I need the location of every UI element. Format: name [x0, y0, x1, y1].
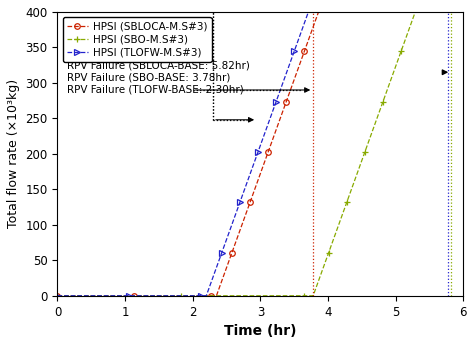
Text: RPV Failure (TLOFW-BASE: 2.30hr): RPV Failure (TLOFW-BASE: 2.30hr): [67, 85, 243, 95]
HPSI (SBLOCA-M.S#3): [312, 21, 318, 25]
HPSI (TLOFW-M.S#3): [296, 35, 302, 39]
Line: HPSI (SBLOCA-M.S#3): HPSI (SBLOCA-M.S#3): [55, 9, 321, 298]
HPSI (SBLOCA-M.S#3): [216, 286, 222, 290]
Line: HPSI (TLOFW-M.S#3): HPSI (TLOFW-M.S#3): [55, 9, 311, 298]
Legend: HPSI (SBLOCA-M.S#3), HPSI (SBO-M.S#3), HPSI (TLOFW-M.S#3): HPSI (SBLOCA-M.S#3), HPSI (SBO-M.S#3), H…: [63, 17, 211, 62]
HPSI (SBO-M.S#3): [403, 35, 409, 39]
HPSI (SBLOCA-M.S#3): [239, 222, 245, 226]
HPSI (TLOFW-M.S#3): [233, 211, 239, 215]
HPSI (SBO-M.S#3): [340, 211, 346, 215]
HPSI (TLOFW-M.S#3): [301, 21, 307, 25]
HPSI (SBO-M.S#3): [55, 294, 60, 298]
HPSI (SBO-M.S#3): [412, 10, 418, 14]
Y-axis label: Total flow rate (×10³kg): Total flow rate (×10³kg): [7, 79, 20, 228]
HPSI (SBLOCA-M.S#3): [316, 10, 321, 14]
Line: HPSI (SBO-M.S#3): HPSI (SBO-M.S#3): [55, 9, 418, 298]
HPSI (TLOFW-M.S#3): [206, 286, 212, 290]
HPSI (TLOFW-M.S#3): [229, 222, 235, 226]
HPSI (SBLOCA-M.S#3): [274, 125, 280, 129]
HPSI (SBO-M.S#3): [409, 21, 414, 25]
HPSI (SBLOCA-M.S#3): [55, 294, 60, 298]
HPSI (SBO-M.S#3): [371, 125, 377, 129]
HPSI (SBO-M.S#3): [313, 286, 319, 290]
HPSI (TLOFW-M.S#3): [264, 125, 270, 129]
Text: RPV Failure (SBO-BASE: 3.78hr): RPV Failure (SBO-BASE: 3.78hr): [67, 73, 230, 83]
HPSI (TLOFW-M.S#3): [55, 294, 60, 298]
HPSI (SBO-M.S#3): [336, 222, 342, 226]
HPSI (SBLOCA-M.S#3): [243, 211, 249, 215]
HPSI (SBLOCA-M.S#3): [307, 35, 312, 39]
X-axis label: Time (hr): Time (hr): [224, 324, 297, 338]
HPSI (TLOFW-M.S#3): [306, 10, 311, 14]
Text: RPV Failure (SBLOCA-BASE: 5.82hr): RPV Failure (SBLOCA-BASE: 5.82hr): [67, 61, 249, 71]
